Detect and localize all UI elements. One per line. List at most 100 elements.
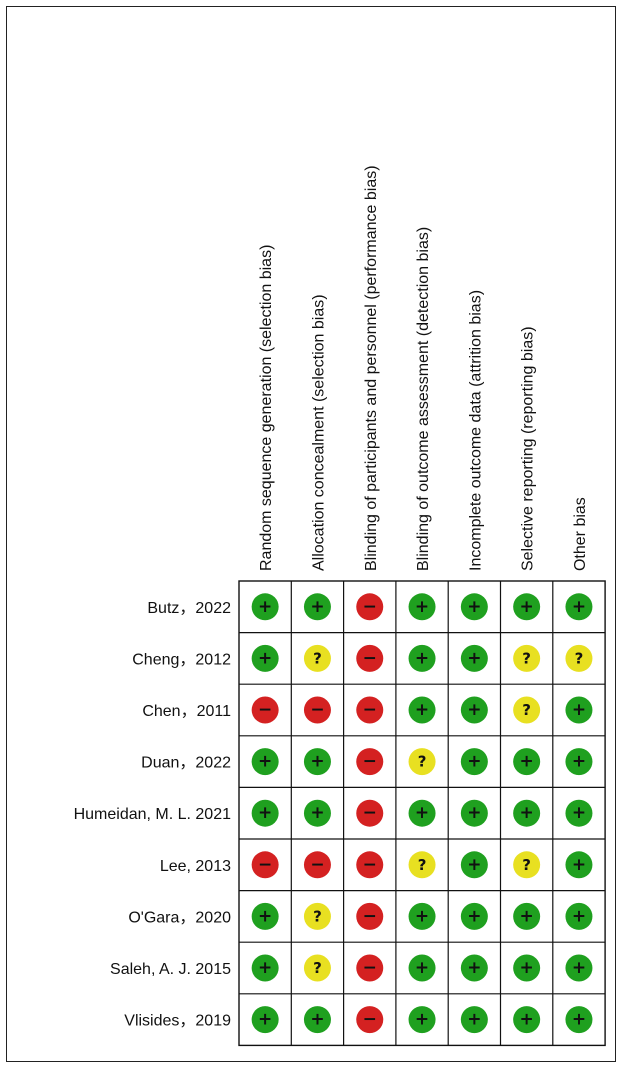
rating-symbol: + bbox=[520, 803, 534, 823]
rating-circle bbox=[565, 696, 593, 724]
rating-symbol: + bbox=[520, 958, 534, 978]
rating-circle bbox=[356, 644, 384, 672]
rating-circle bbox=[408, 851, 436, 879]
rating-symbol: + bbox=[258, 752, 272, 772]
rating-circle bbox=[356, 851, 384, 879]
rating-circle bbox=[251, 851, 279, 879]
rating-circle bbox=[513, 748, 541, 776]
rating-symbol: + bbox=[467, 803, 481, 823]
rating-symbol: − bbox=[363, 803, 377, 823]
rating-symbol: − bbox=[363, 906, 377, 926]
rating-circle bbox=[408, 748, 436, 776]
rating-circle bbox=[303, 696, 331, 724]
column-label: Blinding of outcome assessment (detectio… bbox=[415, 227, 432, 571]
column-labels: Random sequence generation (selection bi… bbox=[258, 165, 589, 571]
rating-symbol: + bbox=[258, 648, 272, 668]
rating-symbol: ? bbox=[522, 701, 531, 719]
rating-symbol: + bbox=[258, 906, 272, 926]
rating-symbol: ? bbox=[522, 856, 531, 874]
rating-circle bbox=[460, 954, 488, 982]
rating-grid bbox=[238, 580, 606, 1047]
rating-circle bbox=[356, 1006, 384, 1034]
rating-symbol: + bbox=[467, 700, 481, 720]
rating-circle bbox=[356, 902, 384, 930]
rating-symbol: − bbox=[363, 700, 377, 720]
rating-symbol: + bbox=[572, 958, 586, 978]
rating-symbol: + bbox=[415, 906, 429, 926]
study-label: O'Gara，2020 bbox=[128, 909, 231, 926]
rating-symbol: ? bbox=[313, 649, 322, 667]
study-label: Lee, 2013 bbox=[160, 858, 231, 875]
rating-symbol: + bbox=[415, 597, 429, 617]
rating-circle bbox=[303, 644, 331, 672]
rating-circle bbox=[303, 902, 331, 930]
rating-circle bbox=[408, 954, 436, 982]
rating-symbol: + bbox=[572, 906, 586, 926]
rating-circle bbox=[513, 799, 541, 827]
rating-symbol: − bbox=[363, 648, 377, 668]
rating-circle bbox=[251, 1006, 279, 1034]
study-label: Vlisides，2019 bbox=[124, 1013, 231, 1030]
rating-symbol: + bbox=[467, 958, 481, 978]
rating-circle bbox=[460, 1006, 488, 1034]
rating-symbol: + bbox=[572, 1010, 586, 1030]
rating-symbol: + bbox=[467, 648, 481, 668]
rating-circle bbox=[565, 1006, 593, 1034]
rating-symbol: + bbox=[258, 597, 272, 617]
rating-circle bbox=[408, 593, 436, 621]
rating-symbol: ? bbox=[418, 856, 427, 874]
rating-circle bbox=[460, 696, 488, 724]
rating-circle bbox=[513, 696, 541, 724]
rating-circle bbox=[408, 902, 436, 930]
rating-circle bbox=[460, 902, 488, 930]
rating-symbol: + bbox=[415, 803, 429, 823]
rating-symbol: + bbox=[572, 700, 586, 720]
rating-circle bbox=[408, 696, 436, 724]
column-label: Blinding of participants and personnel (… bbox=[363, 165, 380, 571]
rating-circle bbox=[303, 851, 331, 879]
rating-symbol: − bbox=[363, 855, 377, 875]
rating-symbol: + bbox=[415, 648, 429, 668]
rating-symbol: − bbox=[363, 597, 377, 617]
rating-circle bbox=[513, 902, 541, 930]
rating-symbol: − bbox=[310, 700, 324, 720]
rating-circle bbox=[408, 644, 436, 672]
rating-circle bbox=[460, 851, 488, 879]
column-label: Random sequence generation (selection bi… bbox=[258, 245, 275, 571]
rating-symbol: + bbox=[520, 1010, 534, 1030]
rating-symbol: + bbox=[467, 906, 481, 926]
rating-symbol: + bbox=[310, 597, 324, 617]
rating-circle bbox=[251, 696, 279, 724]
rating-symbol: + bbox=[467, 855, 481, 875]
study-label: Duan，2022 bbox=[141, 755, 231, 772]
rating-circle bbox=[356, 593, 384, 621]
rating-symbol: ? bbox=[313, 959, 322, 977]
rating-symbol: + bbox=[467, 597, 481, 617]
rating-circle bbox=[303, 954, 331, 982]
rating-symbol: + bbox=[258, 803, 272, 823]
rating-circle bbox=[565, 902, 593, 930]
rating-symbol: + bbox=[520, 752, 534, 772]
rating-circle bbox=[460, 644, 488, 672]
rating-circle bbox=[460, 748, 488, 776]
rating-symbol: ? bbox=[575, 649, 584, 667]
rating-circle bbox=[356, 799, 384, 827]
rating-circle bbox=[303, 799, 331, 827]
study-label: Butz，2022 bbox=[147, 600, 231, 617]
grid-outline bbox=[238, 580, 606, 1047]
rating-circle bbox=[356, 696, 384, 724]
column-label: Selective reporting (reporting bias) bbox=[520, 326, 537, 571]
rating-circle bbox=[408, 799, 436, 827]
column-label: Allocation concealment (selection bias) bbox=[310, 294, 327, 571]
rating-circle bbox=[460, 593, 488, 621]
rating-circle bbox=[565, 954, 593, 982]
rating-symbol: + bbox=[572, 803, 586, 823]
rating-symbol: + bbox=[467, 752, 481, 772]
rating-circle bbox=[460, 799, 488, 827]
figure-frame bbox=[6, 6, 616, 1062]
rating-circle bbox=[303, 593, 331, 621]
rating-symbol: − bbox=[310, 855, 324, 875]
rating-circle bbox=[251, 593, 279, 621]
rating-circle bbox=[251, 748, 279, 776]
